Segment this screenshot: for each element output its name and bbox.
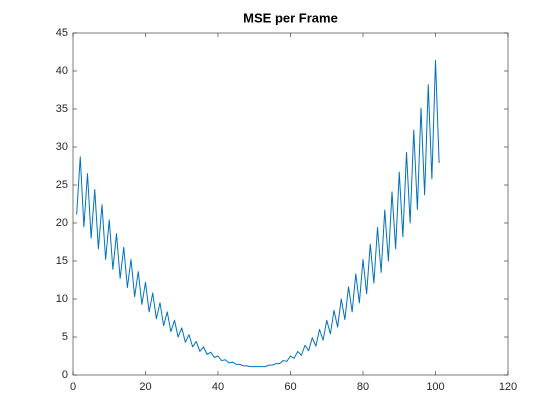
chart-title: MSE per Frame [243, 10, 338, 25]
x-tick-label: 120 [499, 381, 517, 393]
x-tick-label: 60 [284, 381, 296, 393]
y-tick-label: 40 [56, 65, 68, 77]
x-tick-label: 0 [70, 381, 76, 393]
y-tick-label: 35 [56, 103, 68, 115]
y-tick-label: 0 [62, 369, 68, 381]
x-tick-label: 20 [139, 381, 151, 393]
plot-area [73, 33, 508, 375]
x-tick-label: 100 [426, 381, 444, 393]
x-tick-label: 80 [357, 381, 369, 393]
y-tick-label: 25 [56, 179, 68, 191]
y-tick-label: 10 [56, 293, 68, 305]
x-tick-label: 40 [212, 381, 224, 393]
y-tick-label: 5 [62, 331, 68, 343]
y-tick-label: 45 [56, 27, 68, 39]
y-tick-label: 30 [56, 141, 68, 153]
y-tick-label: 15 [56, 255, 68, 267]
y-tick-label: 20 [56, 217, 68, 229]
